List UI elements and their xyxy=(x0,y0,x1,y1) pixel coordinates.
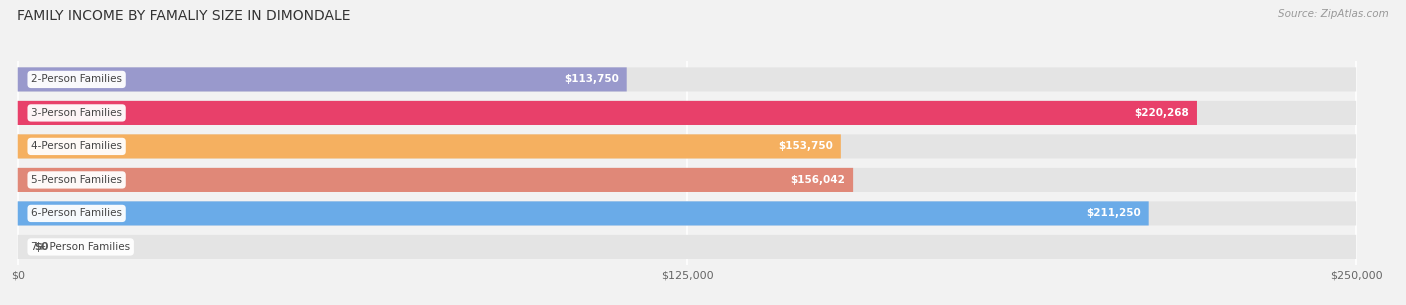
Text: $0: $0 xyxy=(34,242,48,252)
FancyBboxPatch shape xyxy=(18,235,1357,259)
FancyBboxPatch shape xyxy=(18,67,627,92)
Text: 4-Person Families: 4-Person Families xyxy=(31,142,122,151)
Text: $211,250: $211,250 xyxy=(1085,208,1140,218)
Text: 3-Person Families: 3-Person Families xyxy=(31,108,122,118)
Text: $220,268: $220,268 xyxy=(1135,108,1189,118)
Text: 7+ Person Families: 7+ Person Families xyxy=(31,242,131,252)
FancyBboxPatch shape xyxy=(18,135,841,159)
Text: $156,042: $156,042 xyxy=(790,175,845,185)
FancyBboxPatch shape xyxy=(18,168,1357,192)
Text: FAMILY INCOME BY FAMALIY SIZE IN DIMONDALE: FAMILY INCOME BY FAMALIY SIZE IN DIMONDA… xyxy=(17,9,350,23)
FancyBboxPatch shape xyxy=(18,67,1357,92)
Text: $113,750: $113,750 xyxy=(564,74,619,84)
FancyBboxPatch shape xyxy=(18,168,853,192)
Text: 6-Person Families: 6-Person Families xyxy=(31,208,122,218)
FancyBboxPatch shape xyxy=(18,201,1149,225)
FancyBboxPatch shape xyxy=(18,101,1197,125)
Text: 5-Person Families: 5-Person Families xyxy=(31,175,122,185)
Text: Source: ZipAtlas.com: Source: ZipAtlas.com xyxy=(1278,9,1389,19)
FancyBboxPatch shape xyxy=(18,101,1357,125)
Text: 2-Person Families: 2-Person Families xyxy=(31,74,122,84)
FancyBboxPatch shape xyxy=(18,135,1357,159)
FancyBboxPatch shape xyxy=(18,201,1357,225)
Text: $153,750: $153,750 xyxy=(778,142,832,151)
